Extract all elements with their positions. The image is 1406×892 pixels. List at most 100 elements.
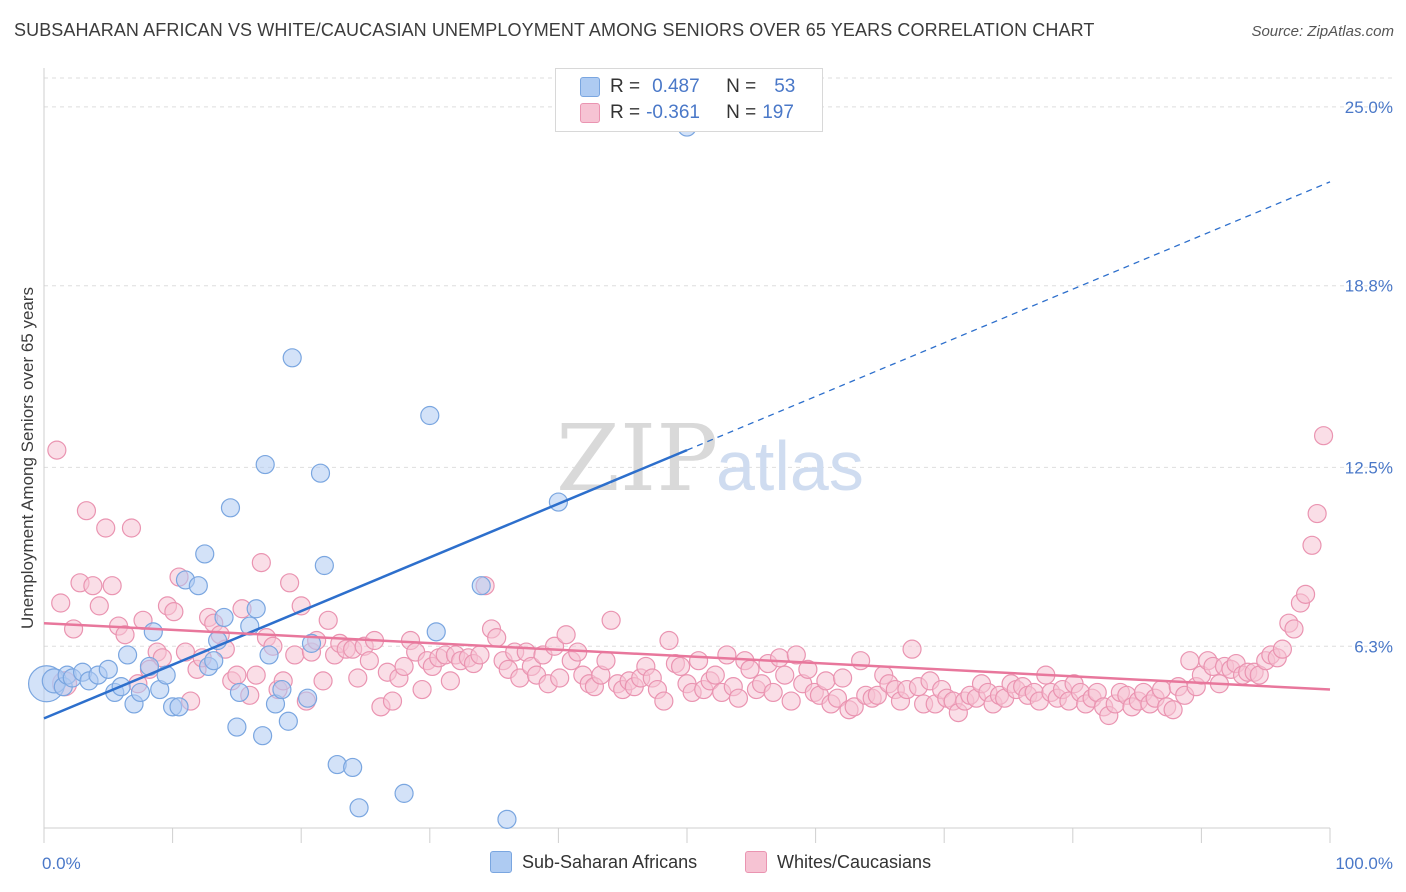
whites-point xyxy=(816,671,836,691)
whites-point xyxy=(382,691,403,711)
watermark: ZIP atlas xyxy=(556,405,864,512)
whites-point xyxy=(115,625,135,645)
sub-saharan-trend-line xyxy=(43,448,688,720)
whites-point xyxy=(740,659,760,679)
whites-point xyxy=(440,671,460,691)
whites-point xyxy=(76,501,97,521)
legend-swatch-blue xyxy=(490,851,512,873)
sub-saharan-africans-points xyxy=(27,117,697,829)
whites-point xyxy=(786,645,806,665)
whites-point xyxy=(827,688,848,708)
whites-point xyxy=(769,648,790,668)
sub-saharan-point xyxy=(204,651,224,671)
sub-saharan-point xyxy=(195,544,215,564)
legend-swatch-pink xyxy=(580,103,600,123)
whites-point xyxy=(47,440,67,460)
source-label: Source: ZipAtlas.com xyxy=(1251,23,1394,40)
legend-item-label: Whites/Caucasians xyxy=(777,851,932,872)
whites-point xyxy=(705,665,725,685)
sub-saharan-point xyxy=(255,454,275,475)
series-legend: Sub-Saharan Africans Whites/Caucasians xyxy=(0,851,1406,877)
sub-saharan-point xyxy=(117,645,138,665)
legend-r-value: -0.361 xyxy=(646,102,700,123)
y-tick-label: 6.3% xyxy=(1354,637,1393,656)
whites-point xyxy=(550,668,570,688)
whites-point xyxy=(798,659,818,679)
legend-item-whites[interactable]: Whites/Caucasians xyxy=(745,851,931,873)
whites-point xyxy=(63,619,84,639)
stats-legend: R = 0.487 N = 53 R = -0.361 N = 197 xyxy=(555,68,823,132)
sub-saharan-point xyxy=(349,798,369,818)
whites-point xyxy=(763,682,783,703)
legend-row-pink: R = -0.361 N = 197 xyxy=(580,101,794,125)
whites-point xyxy=(833,668,853,688)
whites-point xyxy=(280,573,300,593)
x-tick-label: 100.0% xyxy=(1335,854,1393,873)
sub-saharan-point xyxy=(188,576,208,596)
sub-saharan-point xyxy=(343,757,363,778)
whites-point xyxy=(688,651,709,671)
legend-n-value: 197 xyxy=(762,102,794,123)
whites-point xyxy=(851,651,871,671)
whites-point xyxy=(1295,584,1316,604)
sub-saharan-point xyxy=(246,599,266,619)
whites-point xyxy=(394,656,414,677)
sub-saharan-point xyxy=(169,697,189,717)
whites-point xyxy=(313,671,333,691)
whites-point xyxy=(596,651,616,671)
y-tick-label: 25.0% xyxy=(1345,98,1393,117)
sub-saharan-point xyxy=(259,645,279,665)
sub-saharan-point xyxy=(298,688,318,708)
whites-point xyxy=(487,628,507,648)
y-tick-label: 12.5% xyxy=(1345,458,1393,477)
sub-saharan-point xyxy=(130,682,151,703)
sub-saharan-point xyxy=(220,498,241,518)
legend-item-sub-saharan[interactable]: Sub-Saharan Africans xyxy=(490,851,697,873)
whites-point xyxy=(470,645,490,665)
whites-point xyxy=(902,639,922,659)
whites-point xyxy=(83,576,103,596)
whites-point xyxy=(654,691,674,711)
whites-point xyxy=(659,630,679,651)
sub-saharan-point xyxy=(426,622,446,642)
sub-saharan-point xyxy=(229,682,250,703)
whites-point xyxy=(51,593,71,613)
sub-saharan-point xyxy=(420,405,440,426)
whites-point xyxy=(1151,679,1172,700)
whites-point xyxy=(717,645,737,665)
legend-swatch-blue xyxy=(580,77,600,97)
whites-point xyxy=(728,688,749,708)
sub-saharan-point xyxy=(314,555,334,576)
legend-row-blue: R = 0.487 N = 53 xyxy=(580,75,795,99)
whites-point xyxy=(1307,503,1327,524)
legend-r-label: R = xyxy=(610,102,641,123)
sub-saharan-point xyxy=(214,607,234,628)
whites-point xyxy=(318,610,338,630)
whites-point xyxy=(1272,639,1293,659)
whites-point xyxy=(89,596,109,616)
whites-point xyxy=(1284,619,1304,639)
sub-saharan-point xyxy=(253,726,273,746)
whites-point xyxy=(867,685,887,705)
y-tick-label: 18.8% xyxy=(1345,277,1393,296)
whites-point xyxy=(670,656,691,677)
whites-point xyxy=(1313,426,1334,446)
whites-point xyxy=(348,668,368,688)
chart-title: SUBSAHARAN AFRICAN VS WHITE/CAUCASIAN UN… xyxy=(14,20,1095,40)
whites-point xyxy=(1302,535,1322,555)
legend-item-label: Sub-Saharan Africans xyxy=(522,851,698,872)
whites-point xyxy=(556,625,576,645)
tick-labels: 6.3% 12.5% 18.8% 25.0% 0.0% 100.0% xyxy=(42,98,1393,873)
whites-point xyxy=(1180,651,1200,671)
sub-saharan-point xyxy=(278,711,298,731)
legend-r-value: 0.487 xyxy=(652,76,700,97)
trend-lines xyxy=(43,181,1331,720)
legend-n-value: 53 xyxy=(774,76,796,97)
whites-point xyxy=(121,518,142,538)
legend-swatch-pink xyxy=(745,851,767,873)
x-tick-label: 0.0% xyxy=(42,854,81,873)
sub-saharan-point xyxy=(310,463,331,483)
whites-point xyxy=(775,665,795,685)
whites-point xyxy=(781,691,801,711)
whites-point xyxy=(844,697,864,717)
